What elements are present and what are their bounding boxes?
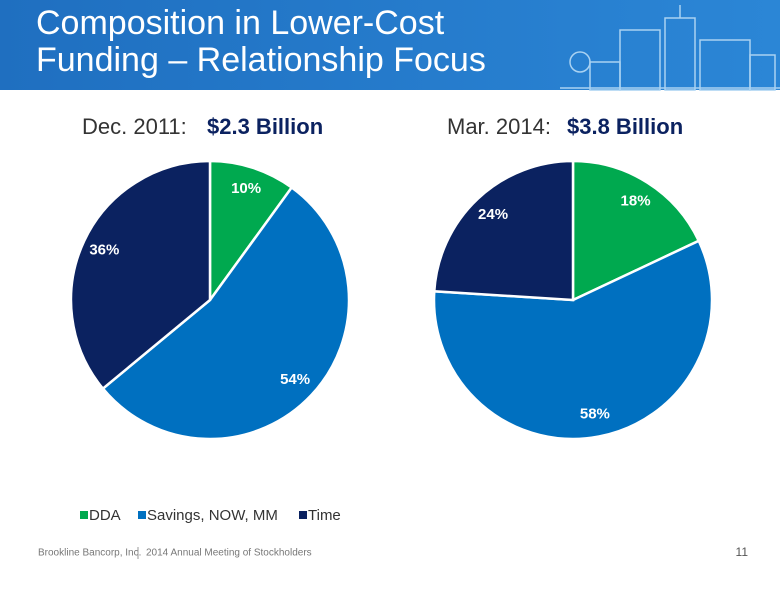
header-band xyxy=(0,0,780,90)
pie-slice xyxy=(208,159,294,304)
slide-title: Composition in Lower-Cost xyxy=(36,4,445,42)
legend-swatch xyxy=(80,511,88,519)
data-label: 10% xyxy=(231,180,261,197)
footer-company: Brookline Bancorp, Inc. xyxy=(38,548,141,559)
chart-subtitle: $3.8 Billion xyxy=(567,114,683,139)
pie-slice xyxy=(571,159,701,302)
pie-slice xyxy=(432,239,714,441)
legend-label: DDA xyxy=(89,507,121,524)
chart-title: Mar. 2014: xyxy=(447,114,551,139)
data-label: 36% xyxy=(89,241,119,258)
skyline xyxy=(560,5,780,91)
data-label: 54% xyxy=(280,371,310,388)
footer-event: 2014 Annual Meeting of Stockholders xyxy=(146,548,312,559)
legend-label: Time xyxy=(308,507,341,524)
page-number: 11 xyxy=(736,545,749,559)
slide-title: Funding – Relationship Focus xyxy=(36,41,486,79)
pie-slice xyxy=(69,159,212,391)
chart-subtitle: $2.3 Billion xyxy=(207,114,323,139)
data-label: 18% xyxy=(621,192,651,209)
chart-title: Dec. 2011: xyxy=(82,114,187,139)
legend-swatch xyxy=(138,511,146,519)
data-label: 58% xyxy=(580,406,610,423)
legend-label: Savings, NOW, MM xyxy=(147,507,278,524)
data-label: 24% xyxy=(478,206,508,223)
pie-slice xyxy=(432,159,575,302)
legend-swatch xyxy=(299,511,307,519)
pie-slice xyxy=(101,185,351,441)
